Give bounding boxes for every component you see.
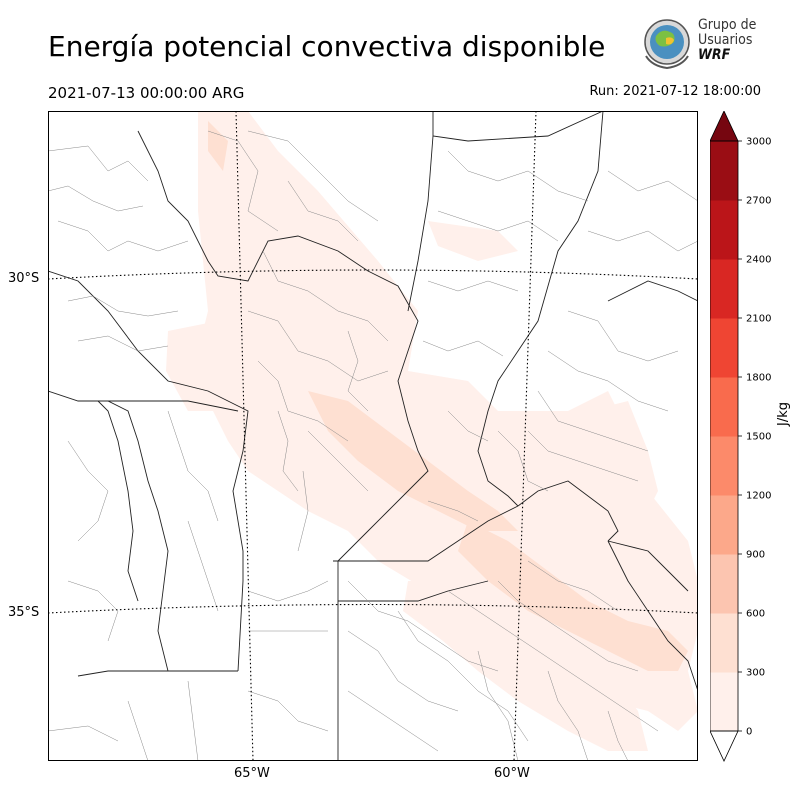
colorbar-segment: [710, 141, 738, 201]
colorbar-segment: [710, 613, 738, 673]
colorbar-tick-label: 300: [746, 668, 765, 679]
cape-map: [48, 111, 698, 761]
lon-label-60w: 60°W: [494, 766, 530, 781]
lat-label-35s: 35°S: [8, 605, 40, 620]
colorbar-tick-label: 1800: [746, 373, 771, 384]
colorbar-tick-label: 600: [746, 609, 765, 620]
logo-line-2: Usuarios: [698, 32, 753, 48]
colorbar-tick-label: 1500: [746, 432, 771, 443]
colorbar-segment: [710, 200, 738, 260]
colorbar-segment: [710, 495, 738, 555]
colorbar-segment: [710, 259, 738, 319]
department-borders: [48, 130, 698, 761]
lat-label-30s: 30°S: [8, 271, 40, 286]
logo-line-3: WRF: [698, 47, 731, 63]
colorbar-segment: [710, 672, 738, 732]
colorbar-tick-label: 0: [746, 727, 752, 738]
cape-field-mid: [208, 121, 688, 671]
graticule: [48, 111, 698, 761]
colorbar-segment: [710, 436, 738, 496]
province-borders: [48, 111, 698, 761]
map-title: Energía potencial convectiva disponible: [48, 30, 606, 63]
colorbar-segment: [710, 554, 738, 614]
colorbar-extend-min: [710, 730, 739, 762]
wrf-group-logo: Grupo de Usuarios WRF: [638, 16, 768, 72]
colorbar-tick-label: 900: [746, 550, 765, 561]
globe-icon: [644, 19, 690, 70]
colorbar-tick-label: 2100: [746, 314, 771, 325]
colorbar-unit: J/kg: [776, 402, 791, 426]
lon-label-65w: 65°W: [234, 766, 270, 781]
logo-line-1: Grupo de: [698, 17, 757, 33]
colorbar-tick-label: 1200: [746, 491, 771, 502]
map-frame: [48, 111, 698, 761]
cape-field-low: [166, 111, 698, 751]
colorbar-segment: [710, 377, 738, 437]
colorbar-segment: [710, 318, 738, 378]
logo-text: Grupo de Usuarios WRF: [698, 18, 756, 63]
colorbar-tick-label: 2700: [746, 196, 771, 207]
run-time: Run: 2021-07-12 18:00:00: [589, 84, 761, 99]
valid-time: 2021-07-13 00:00:00 ARG: [48, 84, 245, 102]
colorbar-tick-label: 3000: [746, 137, 771, 148]
colorbar-tick-label: 2400: [746, 255, 771, 266]
colorbar: 0 300 600 900 1200 1500 1800 2100 2400 2700 3000: [710, 111, 771, 762]
colorbar-extend-max: [710, 111, 739, 142]
